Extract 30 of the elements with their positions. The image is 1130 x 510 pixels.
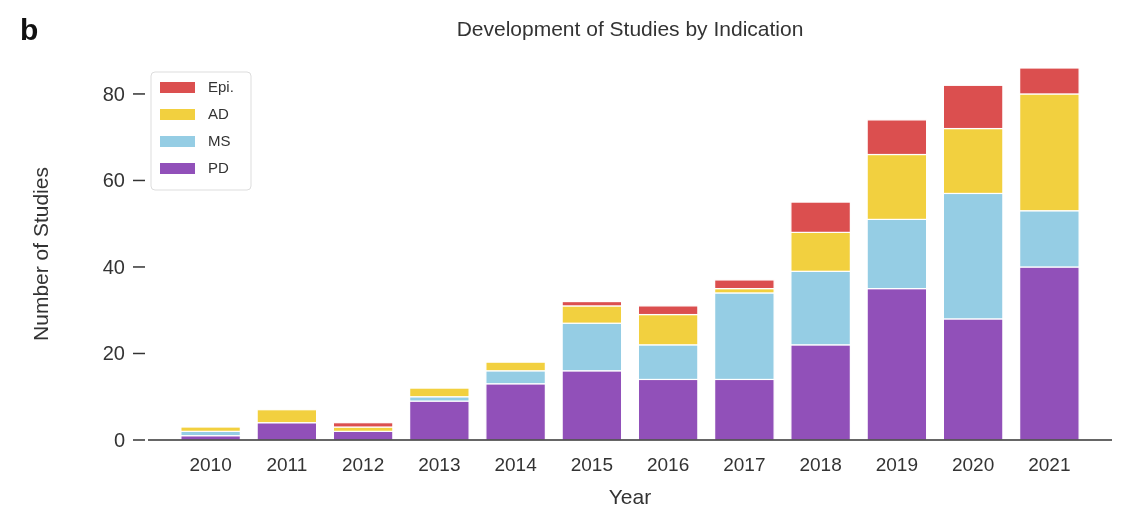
legend-label: Epi. — [208, 78, 234, 95]
x-tick-label: 2018 — [799, 454, 842, 475]
x-tick-label: 2015 — [570, 454, 614, 475]
y-axis-title: Number of Studies — [29, 167, 52, 341]
legend-label: MS — [208, 132, 231, 149]
x-tick-label: 2016 — [646, 454, 690, 475]
text: b — [20, 13, 39, 46]
y-tick-label: 40 — [102, 255, 125, 278]
bar — [180, 426, 241, 432]
x-tick-label: 2010 — [189, 454, 232, 475]
y-tick-label: 60 — [102, 169, 125, 192]
y-tick-label: 20 — [102, 342, 125, 365]
bar — [409, 400, 470, 441]
x-axis-title: Year — [608, 485, 652, 508]
x-tick-label: 2017 — [723, 454, 766, 475]
x-tick-label: 2014 — [494, 454, 538, 475]
legend-label: AD — [208, 105, 229, 122]
legend-label: PD — [208, 159, 229, 176]
y-tick-label: 80 — [102, 82, 125, 105]
x-tick-label: 2013 — [418, 454, 461, 475]
y-tick-label: 0 — [113, 429, 125, 451]
x-tick-label: 2019 — [875, 454, 919, 475]
bar — [409, 387, 470, 398]
x-tick-label: 2020 — [951, 454, 995, 475]
x-tick-label: 2021 — [1028, 454, 1071, 475]
chart-title: Development of Studies by Indication — [456, 17, 804, 40]
bar — [332, 422, 394, 428]
x-tick-label: 2011 — [266, 454, 308, 475]
x-tick-label: 2012 — [341, 454, 385, 475]
bar — [714, 279, 775, 290]
